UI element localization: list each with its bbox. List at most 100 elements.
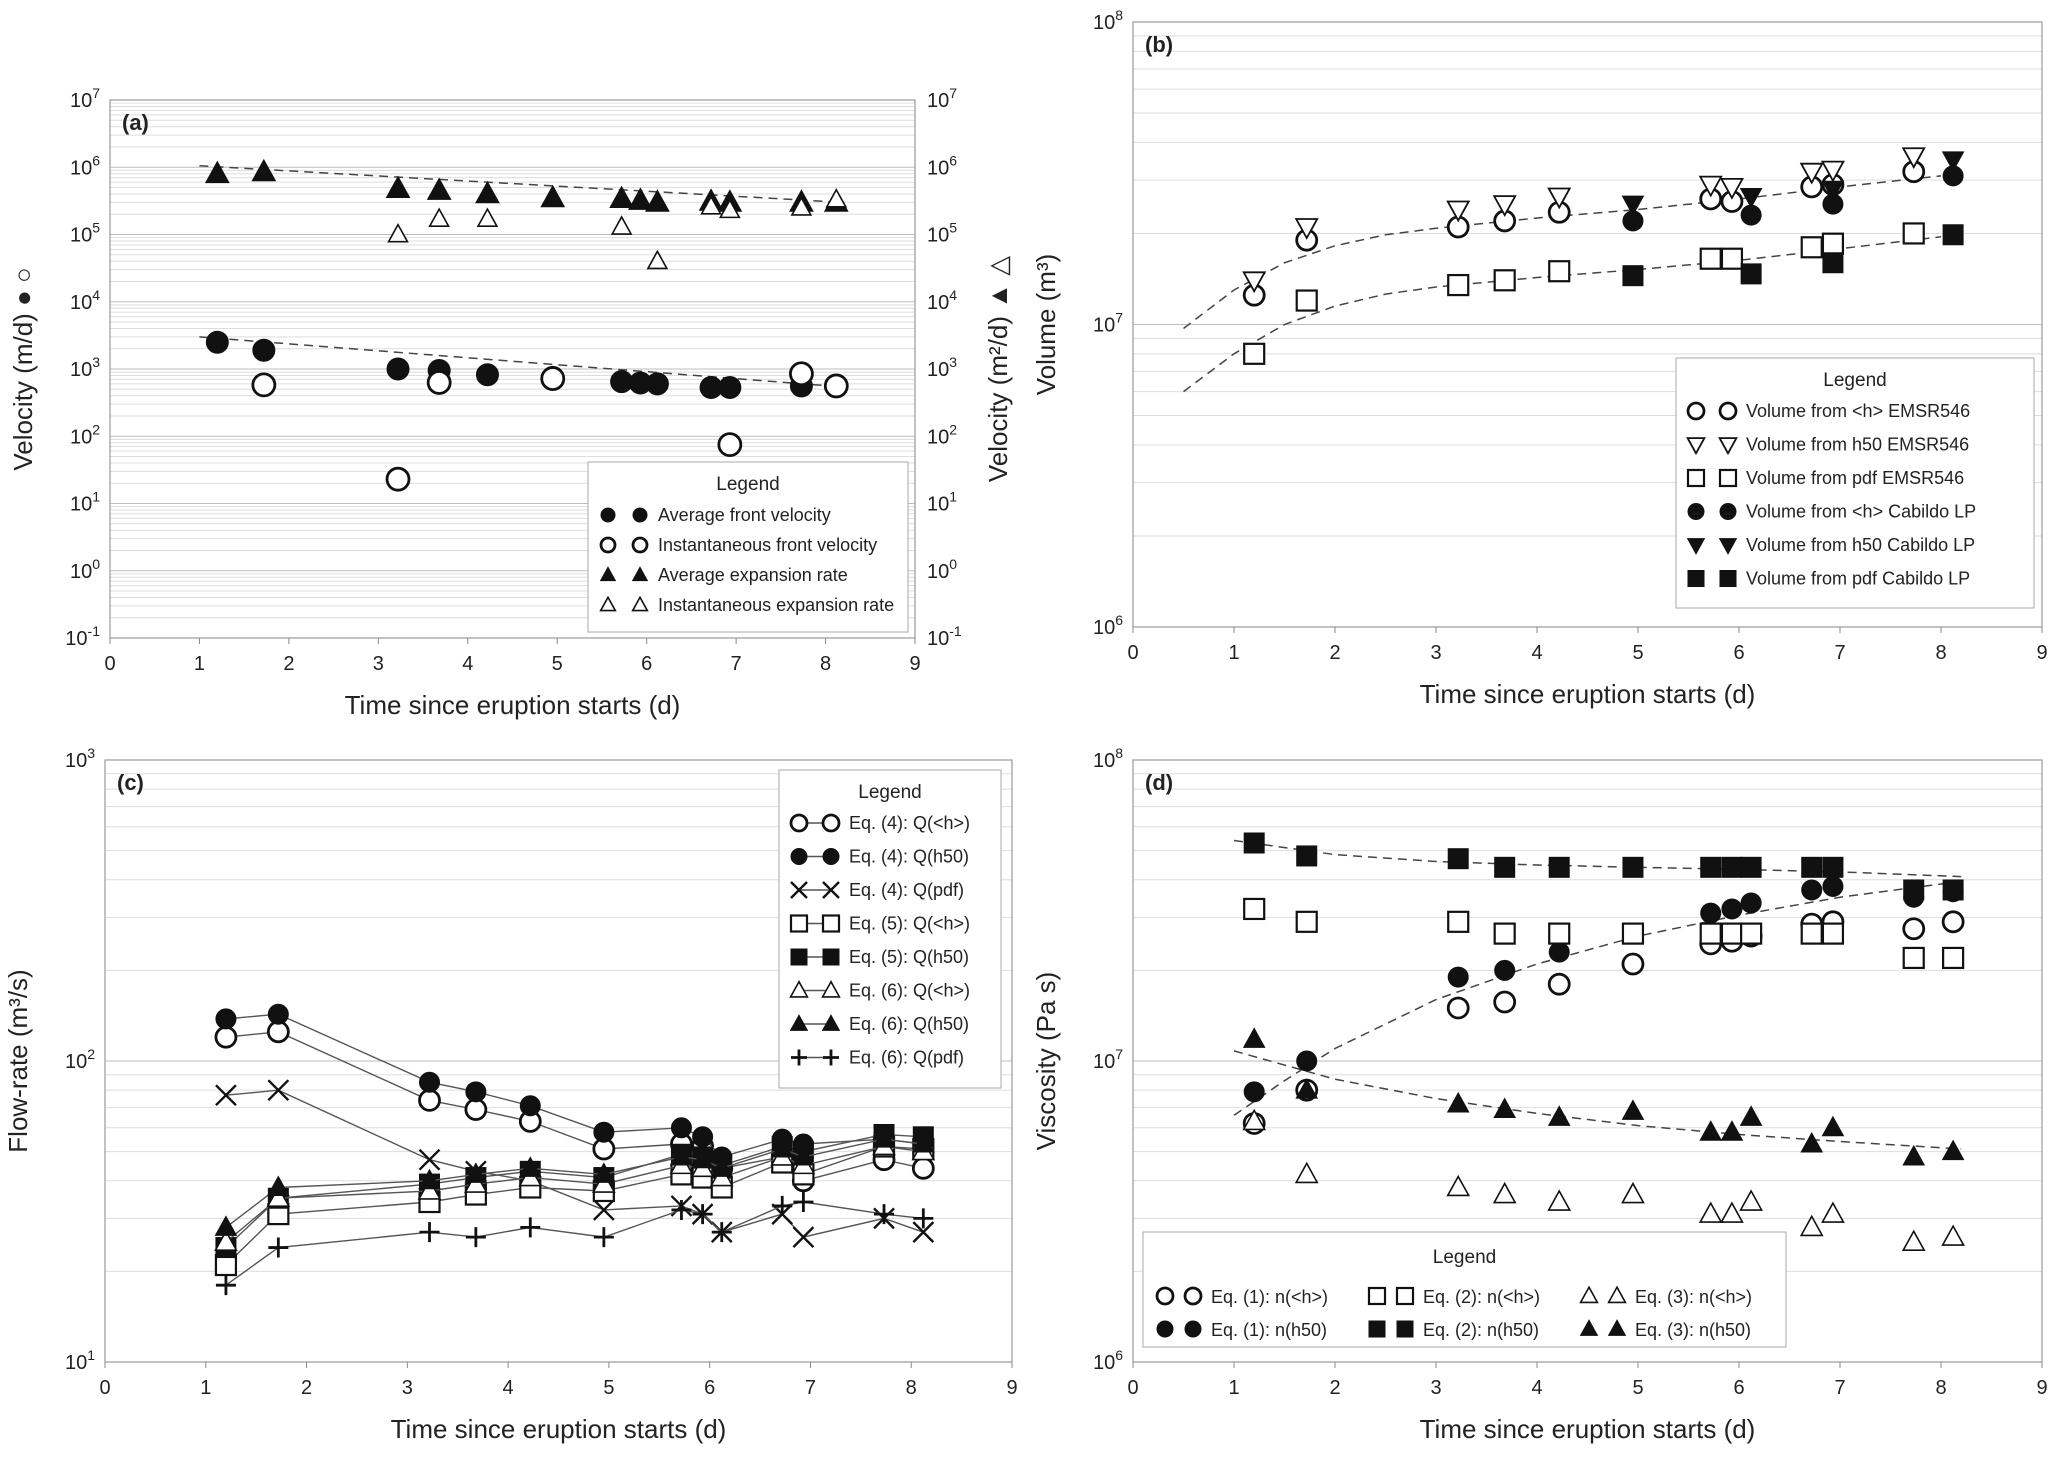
legend-marker xyxy=(789,813,809,833)
series-4 xyxy=(215,1123,934,1259)
data-point xyxy=(1493,922,1516,945)
data-point xyxy=(1243,342,1266,365)
data-point xyxy=(911,1131,935,1153)
data-point xyxy=(1494,856,1516,878)
data-point xyxy=(718,376,742,400)
x-tick-label: 2 xyxy=(301,1377,312,1399)
data-point xyxy=(266,1020,290,1044)
chart-panel-2: 0 1 2 3 4 5 6 7 8 9 101 102 103 Time since eruption s… xyxy=(3,745,1018,1444)
legend-marker xyxy=(1686,468,1706,488)
data-point xyxy=(476,207,499,228)
legend-entry: Eq. (2): n(h50) xyxy=(1423,1320,1539,1340)
data-point xyxy=(710,1156,734,1177)
legend-entry: Eq. (3): n(<h>) xyxy=(1635,1287,1752,1307)
data-point xyxy=(1493,269,1516,292)
data-point xyxy=(911,1156,935,1180)
y-tick-label: 103 xyxy=(65,745,95,772)
legend-marker xyxy=(1368,1320,1386,1338)
y-axis-label: Viscosity (Pa s) xyxy=(1031,972,1061,1151)
x-tick-label: 3 xyxy=(402,1377,413,1399)
data-point xyxy=(692,1126,714,1148)
data-point xyxy=(1621,922,1645,945)
data-point xyxy=(1295,289,1318,312)
legend-title: Legend xyxy=(858,782,921,803)
legend-marker xyxy=(599,595,617,612)
data-point xyxy=(417,1178,442,1200)
y-tick-label: 104 xyxy=(70,287,100,314)
data-point xyxy=(1821,1115,1845,1137)
data-point xyxy=(792,1144,815,1166)
legend-marker xyxy=(1607,1319,1627,1336)
y-tick-label: 105 xyxy=(70,220,100,247)
data-point xyxy=(1799,162,1824,185)
legend-marker xyxy=(1719,503,1737,520)
plot-frame xyxy=(1132,21,2043,628)
x-tick-label: 9 xyxy=(1006,1377,1017,1399)
data-point xyxy=(428,207,450,228)
x-tick-label: 4 xyxy=(1531,642,1542,664)
legend-entry: Eq. (1): n(<h>) xyxy=(1211,1287,1328,1307)
data-point xyxy=(267,1079,290,1102)
y-tick-label-right: 105 xyxy=(927,220,957,247)
legend-marker xyxy=(1719,570,1737,587)
series-2 xyxy=(215,1079,935,1248)
data-point xyxy=(1740,263,1762,285)
data-point xyxy=(1941,910,1965,934)
data-point xyxy=(1822,875,1844,897)
data-point xyxy=(1548,922,1571,945)
data-point xyxy=(1547,972,1571,996)
data-point xyxy=(1447,910,1470,933)
data-point xyxy=(719,198,741,219)
data-point xyxy=(1699,922,1722,945)
data-point xyxy=(1941,1139,1965,1161)
data-point xyxy=(1941,151,1965,172)
y-tick-label: 108 xyxy=(1093,745,1123,772)
legend-box xyxy=(1142,1231,1787,1348)
plot-frame xyxy=(1132,759,2043,1363)
data-point xyxy=(1294,218,1319,240)
series-2 xyxy=(1243,222,1925,365)
data-point xyxy=(1548,260,1571,283)
x-tick-label: 0 xyxy=(104,653,115,675)
data-point xyxy=(1801,879,1823,901)
data-point xyxy=(1822,252,1844,274)
data-point xyxy=(645,189,670,212)
x-tick-label: 5 xyxy=(1632,1377,1643,1399)
legend-marker xyxy=(1184,1320,1202,1338)
legend-marker xyxy=(1579,1319,1599,1336)
data-point xyxy=(1739,1105,1763,1126)
series-line xyxy=(225,1138,924,1228)
x-tick-label: 6 xyxy=(1733,1377,1744,1399)
series-1 xyxy=(1242,147,1926,294)
data-point xyxy=(592,1162,616,1183)
data-point xyxy=(1901,147,1926,170)
data-point xyxy=(475,363,499,387)
legend-entry: Eq. (1): n(h50) xyxy=(1211,1320,1327,1340)
x-tick-label: 7 xyxy=(1834,1377,1845,1399)
data-point xyxy=(1494,959,1516,981)
data-point xyxy=(1446,1174,1471,1197)
data-point xyxy=(1447,273,1470,297)
data-point xyxy=(1801,856,1823,878)
y-tick-label-right: 106 xyxy=(927,152,957,179)
legend-marker xyxy=(821,914,841,933)
data-point xyxy=(874,1204,895,1225)
legend-title: Legend xyxy=(1433,1247,1496,1268)
data-point xyxy=(1901,1229,1926,1252)
data-point xyxy=(1547,1189,1572,1211)
data-point xyxy=(1294,1161,1319,1184)
data-point xyxy=(1622,265,1644,287)
series-4 xyxy=(1242,1108,1965,1252)
data-point xyxy=(823,373,849,399)
fit-line xyxy=(1183,236,1942,393)
data-point xyxy=(610,215,633,235)
data-point xyxy=(204,160,230,184)
y-axis-label: Flow-rate (m³/s) xyxy=(3,969,33,1152)
legend-marker xyxy=(789,914,809,933)
legend-marker xyxy=(1718,538,1738,555)
y-tick-label: 106 xyxy=(1093,1347,1123,1374)
data-point xyxy=(645,372,669,396)
data-point xyxy=(1739,1189,1763,1211)
data-point xyxy=(789,361,814,387)
